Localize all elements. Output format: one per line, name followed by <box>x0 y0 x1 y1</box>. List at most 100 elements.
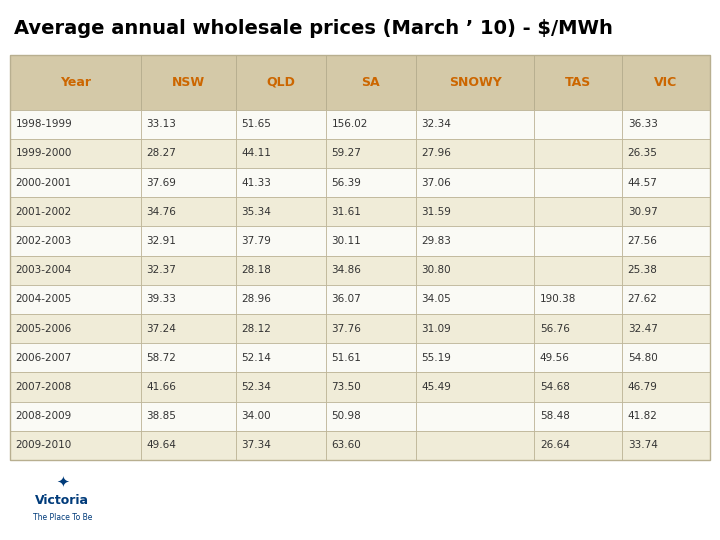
Text: 30.11: 30.11 <box>331 236 361 246</box>
Bar <box>416 255 534 285</box>
Bar <box>325 402 416 431</box>
Text: Average annual wholesale prices (March ’ 10) - $/MWh: Average annual wholesale prices (March ’… <box>14 19 613 38</box>
Bar <box>235 168 325 197</box>
Bar <box>534 255 622 285</box>
Text: 2006-2007: 2006-2007 <box>16 353 72 363</box>
Bar <box>325 431 416 460</box>
Text: 41.82: 41.82 <box>628 411 657 421</box>
Text: 41.66: 41.66 <box>146 382 176 392</box>
Bar <box>416 373 534 402</box>
Text: 55.19: 55.19 <box>422 353 451 363</box>
Bar <box>416 55 534 110</box>
Bar <box>325 343 416 373</box>
Text: 54.68: 54.68 <box>540 382 570 392</box>
Bar <box>140 431 235 460</box>
Text: 2007-2008: 2007-2008 <box>16 382 72 392</box>
Text: 59.27: 59.27 <box>331 148 361 158</box>
Bar <box>534 55 622 110</box>
Bar <box>10 226 140 255</box>
Bar <box>622 373 710 402</box>
Text: 73.50: 73.50 <box>331 382 361 392</box>
Bar <box>235 255 325 285</box>
Text: 27.56: 27.56 <box>628 236 657 246</box>
Text: 58.48: 58.48 <box>540 411 570 421</box>
Text: 56.39: 56.39 <box>331 178 361 188</box>
Bar <box>10 139 140 168</box>
Bar <box>140 285 235 314</box>
Bar <box>534 314 622 343</box>
Text: 156.02: 156.02 <box>331 119 368 129</box>
Text: SA: SA <box>361 76 380 89</box>
Text: 2005-2006: 2005-2006 <box>16 323 72 334</box>
Text: 52.34: 52.34 <box>241 382 271 392</box>
Text: 34.05: 34.05 <box>422 294 451 305</box>
Bar <box>534 168 622 197</box>
Bar <box>235 343 325 373</box>
Bar <box>235 431 325 460</box>
Text: 2009-2010: 2009-2010 <box>16 441 72 450</box>
Bar <box>534 373 622 402</box>
Bar <box>622 343 710 373</box>
Text: SNOWY: SNOWY <box>449 76 502 89</box>
Bar <box>10 197 140 226</box>
Text: 2001-2002: 2001-2002 <box>16 207 72 217</box>
Text: 28.12: 28.12 <box>241 323 271 334</box>
Text: 46.79: 46.79 <box>628 382 657 392</box>
Text: 27.62: 27.62 <box>628 294 657 305</box>
Text: 32.37: 32.37 <box>146 265 176 275</box>
Bar <box>140 343 235 373</box>
Text: 31.09: 31.09 <box>422 323 451 334</box>
Bar <box>235 373 325 402</box>
Bar <box>622 197 710 226</box>
Text: 34.86: 34.86 <box>331 265 361 275</box>
Bar <box>325 373 416 402</box>
Bar <box>235 55 325 110</box>
Text: 51.65: 51.65 <box>241 119 271 129</box>
Bar <box>140 55 235 110</box>
Text: 56.76: 56.76 <box>540 323 570 334</box>
Text: 49.64: 49.64 <box>146 441 176 450</box>
Bar <box>416 314 534 343</box>
Bar <box>534 431 622 460</box>
Bar <box>325 168 416 197</box>
Bar <box>235 226 325 255</box>
Bar <box>140 168 235 197</box>
Bar <box>534 402 622 431</box>
Text: 28.27: 28.27 <box>146 148 176 158</box>
Bar <box>622 168 710 197</box>
Text: 31.59: 31.59 <box>422 207 451 217</box>
Bar <box>235 402 325 431</box>
Text: 32.47: 32.47 <box>628 323 657 334</box>
Text: 49.56: 49.56 <box>540 353 570 363</box>
Text: 51.61: 51.61 <box>331 353 361 363</box>
Text: 37.34: 37.34 <box>241 441 271 450</box>
Bar <box>10 55 140 110</box>
Text: 33.13: 33.13 <box>146 119 176 129</box>
Bar <box>325 139 416 168</box>
Bar <box>622 285 710 314</box>
Text: 25.38: 25.38 <box>628 265 657 275</box>
Text: 33.74: 33.74 <box>628 441 657 450</box>
Bar <box>622 139 710 168</box>
Text: Victoria: Victoria <box>35 494 89 507</box>
Text: 30.97: 30.97 <box>628 207 657 217</box>
Text: 44.11: 44.11 <box>241 148 271 158</box>
Text: Department of Innovation, Industry and Regional Development: Department of Innovation, Industry and R… <box>153 494 575 507</box>
Bar <box>534 197 622 226</box>
Bar <box>235 285 325 314</box>
Text: 58.72: 58.72 <box>146 353 176 363</box>
Text: 2008-2009: 2008-2009 <box>16 411 72 421</box>
Bar <box>534 226 622 255</box>
Text: 41.33: 41.33 <box>241 178 271 188</box>
Text: 37.69: 37.69 <box>146 178 176 188</box>
Text: QLD: QLD <box>266 76 295 89</box>
Bar <box>622 402 710 431</box>
Bar <box>140 255 235 285</box>
Bar <box>325 314 416 343</box>
Text: 28.96: 28.96 <box>241 294 271 305</box>
Bar <box>140 402 235 431</box>
Bar <box>140 226 235 255</box>
Text: 50.98: 50.98 <box>331 411 361 421</box>
Bar <box>416 168 534 197</box>
Text: 30.80: 30.80 <box>422 265 451 275</box>
